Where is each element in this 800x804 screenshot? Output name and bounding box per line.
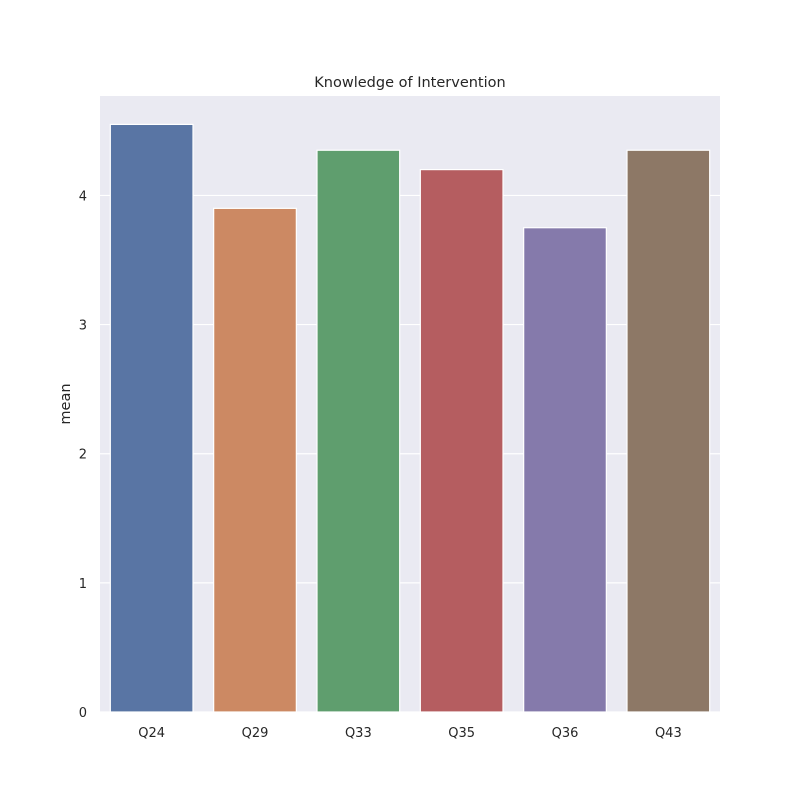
bar-q35 <box>419 169 504 713</box>
x-axis-ticks: Q24 Q29 Q33 Q35 Q36 Q43 <box>138 726 681 741</box>
bars <box>109 123 711 713</box>
bar-q36 <box>523 227 607 713</box>
y-axis-label: mean <box>58 383 74 424</box>
grid-lines <box>100 194 720 713</box>
x-tick-label: Q35 <box>448 726 475 741</box>
bar-q33 <box>316 149 401 713</box>
x-tick-label: Q33 <box>345 726 372 741</box>
chart-title: Knowledge of Intervention <box>314 75 505 91</box>
bar-q24 <box>109 123 194 713</box>
x-tick-label: Q43 <box>655 726 682 741</box>
y-tick-label: 1 <box>79 577 87 592</box>
y-tick-label: 4 <box>79 189 87 204</box>
x-tick-label: Q36 <box>552 726 579 741</box>
plot-area <box>100 96 720 712</box>
y-tick-label: 0 <box>79 706 87 721</box>
x-tick-label: Q24 <box>138 726 165 741</box>
x-tick-label: Q29 <box>242 726 269 741</box>
y-tick-label: 2 <box>79 448 87 463</box>
y-tick-label: 3 <box>79 319 87 334</box>
bar-q43 <box>626 149 711 713</box>
bar-q29 <box>213 207 297 713</box>
y-axis-ticks: 0 1 2 3 4 <box>79 189 87 721</box>
